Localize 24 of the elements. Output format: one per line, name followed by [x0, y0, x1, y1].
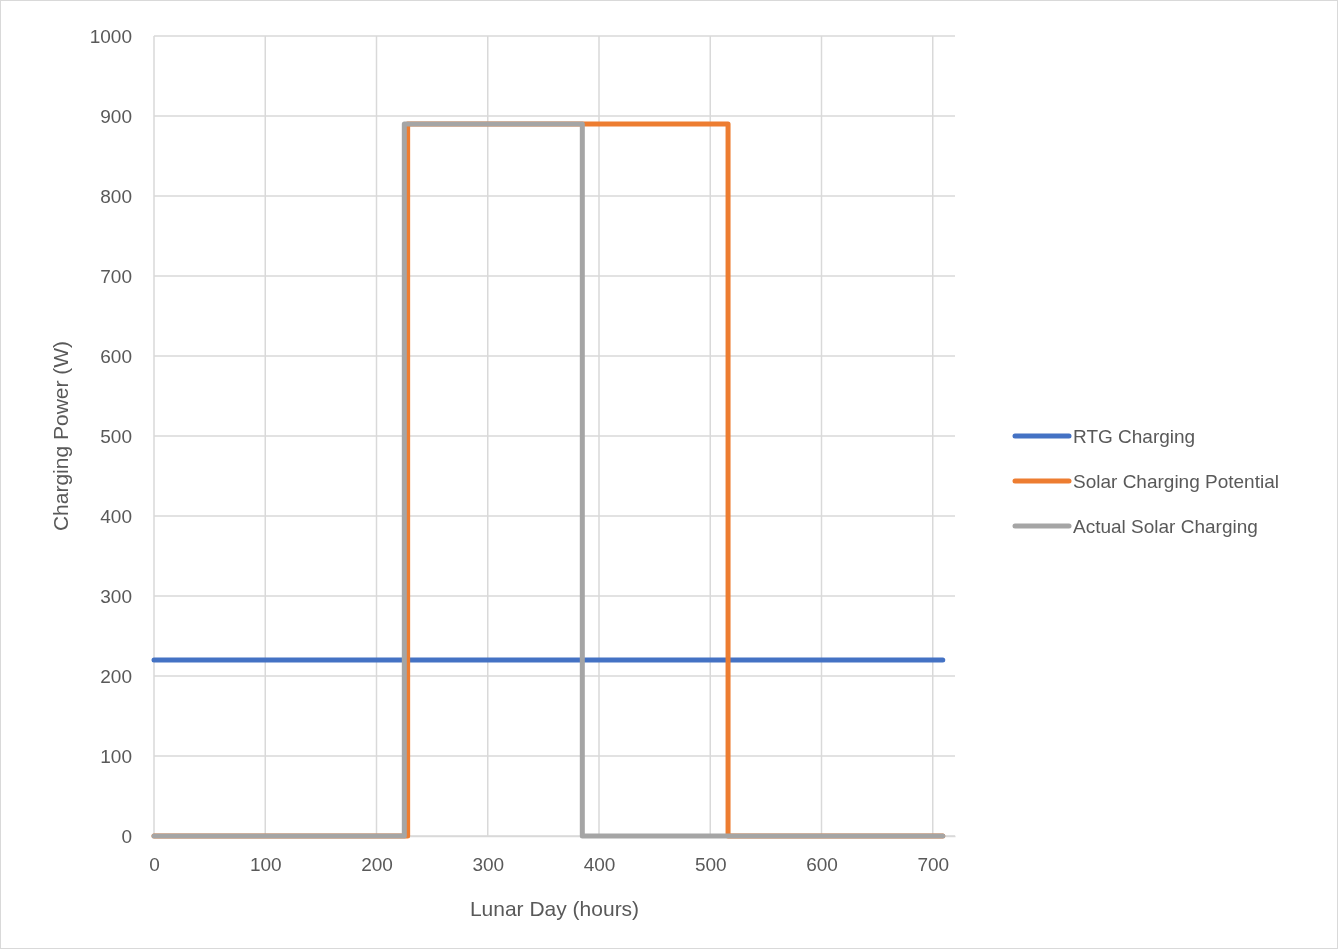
y-tick-label: 800 — [100, 185, 132, 207]
y-tick-label: 600 — [100, 345, 132, 367]
y-tick-label: 0 — [121, 825, 132, 847]
legend-label: Actual Solar Charging — [1073, 516, 1258, 537]
y-tick-label: 400 — [100, 505, 132, 527]
x-tick-label: 600 — [806, 854, 838, 876]
y-tick-label: 200 — [100, 665, 132, 687]
y-tick-label: 300 — [100, 585, 132, 607]
y-tick-label: 100 — [100, 745, 132, 767]
x-tick-label: 400 — [583, 854, 616, 876]
y-tick-label: 900 — [100, 105, 132, 127]
y-axis-title: Charging Power (W) — [49, 340, 72, 532]
y-tick-label: 500 — [100, 425, 132, 447]
x-tick-label: 500 — [694, 854, 727, 876]
legend-label: Solar Charging Potential — [1073, 471, 1279, 492]
x-tick-label: 0 — [149, 854, 160, 876]
x-tick-label: 300 — [472, 854, 505, 876]
x-tick-label: 200 — [361, 854, 393, 876]
y-tick-label: 1000 — [89, 25, 132, 47]
y-tick-label: 700 — [100, 265, 132, 287]
legend-label: RTG Charging — [1073, 426, 1196, 447]
x-tick-label: 100 — [249, 854, 282, 876]
x-axis-title: Lunar Day (hours) — [469, 897, 640, 920]
x-tick-label: 700 — [917, 854, 950, 876]
